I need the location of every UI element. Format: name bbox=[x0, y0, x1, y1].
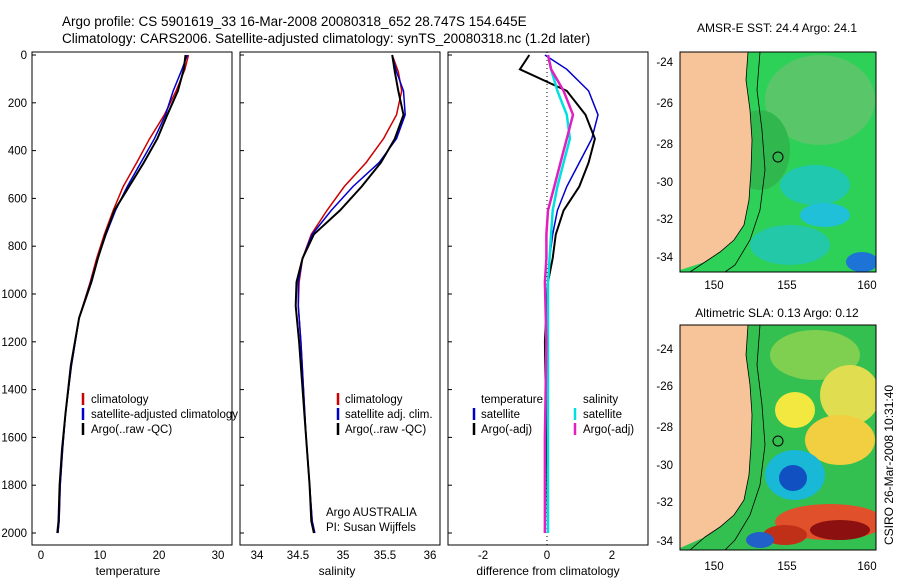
diff-tick-2: 2 bbox=[609, 550, 615, 562]
depth-tick-label: 200 bbox=[8, 98, 27, 110]
sla-lat-26: -26 bbox=[656, 381, 673, 393]
sst-lon-155: 155 bbox=[777, 280, 796, 292]
depth-tick-label: 1400 bbox=[1, 385, 27, 397]
diff-tick-0: 0 bbox=[544, 550, 550, 562]
sla-lon-155: 155 bbox=[777, 561, 796, 573]
sla-lat-34: -34 bbox=[656, 536, 673, 548]
depth-tick-label: 1600 bbox=[1, 432, 27, 444]
salinity-axes bbox=[239, 51, 441, 546]
depth-tick-label: 2000 bbox=[1, 528, 27, 540]
salinity-xlabel: salinity bbox=[319, 564, 356, 578]
legend-salt-argo: Argo(-adj) bbox=[583, 424, 634, 436]
profile-lines bbox=[56, 54, 599, 534]
diff-tick-neg2: -2 bbox=[478, 550, 488, 562]
series-line-0-1 bbox=[57, 54, 189, 534]
sst-lat-24: -24 bbox=[656, 57, 673, 69]
series-line-1-2 bbox=[294, 54, 405, 534]
legend-climatology: climatology bbox=[91, 394, 149, 406]
sal-tick-35-5: 35.5 bbox=[374, 550, 396, 562]
csiro-timestamp: CSIRO 26-Mar-2008 10:31:40 bbox=[882, 385, 896, 545]
argo-australia-note: Argo AUSTRALIA bbox=[326, 507, 417, 519]
legend-temp-argo: Argo(-adj) bbox=[481, 424, 532, 436]
sla-lon-160: 160 bbox=[857, 561, 876, 573]
sst-lat-34: -34 bbox=[656, 252, 673, 264]
legend-sal-climatology: climatology bbox=[345, 394, 403, 406]
sst-lat-26: -26 bbox=[656, 98, 673, 110]
sal-tick-34: 34 bbox=[251, 550, 264, 562]
sla-map: Altimetric SLA: 0.13 Argo: 0.12 -24 -26 … bbox=[656, 306, 876, 573]
sla-lat-32: -32 bbox=[656, 497, 673, 509]
legend-sal-satellite: satellite adj. clim. bbox=[345, 409, 433, 421]
depth-tick-label: 1800 bbox=[1, 480, 27, 492]
sal-tick-35: 35 bbox=[337, 550, 350, 562]
sla-lat-28: -28 bbox=[656, 422, 673, 434]
temperature-xlabel: temperature bbox=[96, 564, 161, 578]
sal-tick-34-5: 34.5 bbox=[287, 550, 309, 562]
figure-title-line2: Climatology: CARS2006. Satellite-adjuste… bbox=[62, 31, 590, 46]
difference-xlabel: difference from climatology bbox=[476, 564, 619, 578]
temperature-legend: climatology satellite-adjusted climatolo… bbox=[81, 393, 238, 436]
temperature-axes bbox=[31, 51, 233, 546]
depth-tick-label: 1000 bbox=[1, 289, 27, 301]
series-line-1-0 bbox=[297, 54, 403, 534]
legend-sal-head: salinity bbox=[583, 394, 618, 406]
difference-legend: temperature satellite Argo(-adj) salinit… bbox=[472, 394, 634, 436]
legend-satellite: satellite-adjusted climatology bbox=[91, 409, 238, 421]
depth-tick-label: 1200 bbox=[1, 337, 27, 349]
depth-axis: 0 200 400 600 800 1000 1200 1400 1600 1800 2000 bbox=[1, 50, 452, 540]
legend-temp-head: temperature bbox=[481, 394, 543, 406]
temp-tick-20: 20 bbox=[153, 550, 166, 562]
sst-map: AMSR-E SST: 24.4 Argo: 24.1 -24 -26 -28 … bbox=[656, 21, 876, 292]
temp-tick-0: 0 bbox=[38, 550, 44, 562]
depth-tick-label: 0 bbox=[21, 50, 27, 62]
salinity-legend: climatology satellite adj. clim. Argo(..… bbox=[326, 393, 433, 534]
temp-tick-10: 10 bbox=[94, 550, 107, 562]
series-line-2-2 bbox=[546, 54, 572, 533]
sst-lat-28: -28 bbox=[656, 139, 673, 151]
sla-lat-24: -24 bbox=[656, 344, 673, 356]
figure-title-line1: Argo profile: CS 5901619_33 16-Mar-2008 … bbox=[62, 14, 527, 29]
legend-sal-argo: Argo(..raw -QC) bbox=[345, 424, 426, 436]
sst-lat-32: -32 bbox=[656, 214, 673, 226]
depth-tick-label: 600 bbox=[8, 193, 27, 205]
depth-tick-label: 800 bbox=[8, 241, 27, 253]
difference-axes bbox=[447, 51, 649, 546]
series-line-0-2 bbox=[56, 54, 187, 534]
sst-map-title: AMSR-E SST: 24.4 Argo: 24.1 bbox=[697, 21, 857, 35]
legend-argo: Argo(..raw -QC) bbox=[91, 424, 172, 436]
sst-lon-150: 150 bbox=[704, 280, 723, 292]
sst-lon-160: 160 bbox=[857, 280, 876, 292]
temp-tick-30: 30 bbox=[212, 550, 225, 562]
legend-salt-sat: satellite bbox=[583, 409, 622, 421]
sla-lon-150: 150 bbox=[704, 561, 723, 573]
legend-temp-sat: satellite bbox=[481, 409, 520, 421]
sla-lat-30: -30 bbox=[656, 460, 673, 472]
pi-note: PI: Susan Wijffels bbox=[326, 522, 416, 534]
sal-tick-36: 36 bbox=[424, 550, 437, 562]
depth-tick-label: 400 bbox=[8, 146, 27, 158]
series-line-2-3 bbox=[543, 54, 575, 533]
sst-lat-30: -30 bbox=[656, 177, 673, 189]
series-line-2-1 bbox=[518, 54, 596, 534]
series-line-1-1 bbox=[297, 54, 406, 534]
sla-map-title: Altimetric SLA: 0.13 Argo: 0.12 bbox=[695, 306, 859, 320]
series-line-0-0 bbox=[57, 54, 190, 534]
